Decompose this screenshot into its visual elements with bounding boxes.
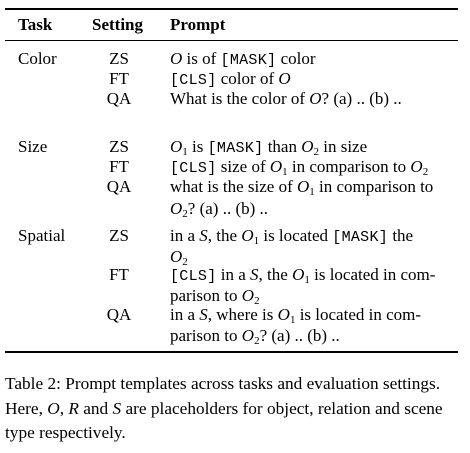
header-setting: Setting	[92, 15, 143, 34]
setting-size-zs: ZS	[109, 137, 129, 156]
setting-color-ft: FT	[109, 69, 129, 88]
table-bottom-rule	[5, 351, 458, 353]
setting-color-qa: QA	[106, 89, 132, 108]
header-task: Task	[18, 15, 53, 34]
prompt-color-ft: [CLS] color of O	[170, 69, 291, 89]
prompt-spatial-ft-line1: [CLS] in a S, the O1 is located in com-	[170, 265, 436, 286]
task-size: Size	[18, 137, 48, 156]
setting-spatial-zs: ZS	[109, 226, 129, 245]
prompt-spatial-zs-line1: in a S, the O1 is located [MASK] the	[170, 226, 414, 247]
task-spatial: Spatial	[18, 226, 66, 245]
prompt-size-qa-line1: what is the size of O1 in comparison to	[170, 177, 434, 198]
prompt-spatial-zs-line2: O2	[170, 247, 188, 268]
prompt-spatial-qa-line2: parison to O2? (a) .. (b) ..	[170, 326, 340, 347]
prompt-spatial-qa-line1: in a S, where is O1 is located in com-	[170, 305, 422, 326]
prompt-size-ft: [CLS] size of O1 in comparison to O2	[170, 157, 429, 178]
setting-spatial-ft: FT	[109, 265, 129, 284]
prompt-color-qa: What is the color of O? (a) .. (b) ..	[170, 89, 402, 108]
table-header-rule	[5, 40, 458, 41]
setting-color-zs: ZS	[109, 49, 129, 68]
task-color: Color	[18, 49, 57, 68]
prompt-size-zs: O1 is [MASK] than O2 in size	[170, 137, 368, 158]
header-prompt: Prompt	[170, 15, 226, 34]
table-top-rule	[5, 8, 458, 10]
setting-size-ft: FT	[109, 157, 129, 176]
prompt-color-zs: O is of [MASK] color	[170, 49, 316, 69]
table-caption: Table 2: Prompt templates across tasks a…	[5, 374, 443, 442]
setting-size-qa: QA	[106, 177, 132, 196]
prompt-spatial-ft-line2: parison to O2	[170, 286, 260, 307]
prompt-size-qa-line2: O2? (a) .. (b) ..	[170, 199, 269, 220]
setting-spatial-qa: QA	[106, 305, 132, 324]
